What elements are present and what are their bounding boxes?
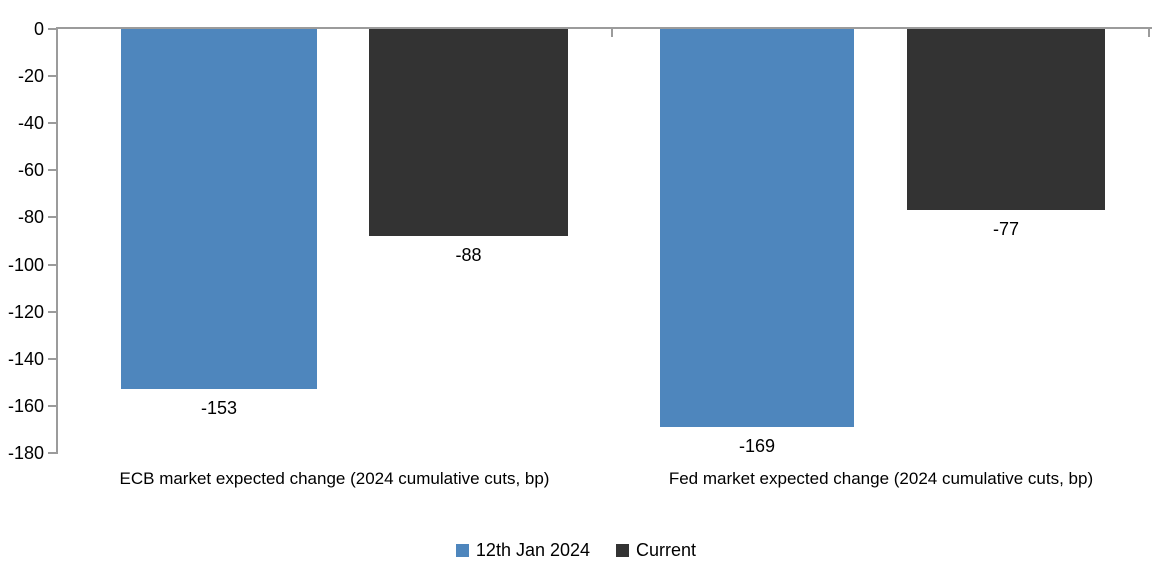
- legend-swatch-current: [616, 543, 630, 557]
- category-label: ECB market expected change (2024 cumulat…: [119, 469, 550, 488]
- value-axis-tick: [48, 122, 56, 125]
- category-axis-tick: [611, 29, 613, 37]
- value-axis-tick-label: 0: [33, 19, 44, 39]
- value-axis-tick-label: -60: [17, 160, 44, 181]
- value-axis-tick: [48, 310, 56, 313]
- value-axis-tick-label: -120: [7, 301, 44, 322]
- value-axis-tick-label: -100: [7, 254, 44, 275]
- value-axis-tick: [48, 404, 56, 407]
- value-axis-tick-label: -140: [7, 348, 44, 369]
- value-axis-tick: [48, 28, 56, 30]
- legend-swatch-12th-jan-2024: [455, 543, 469, 557]
- bar-series-0-category-1: [660, 29, 854, 428]
- value-axis-tick: [48, 452, 56, 454]
- value-axis-line: [56, 29, 58, 454]
- value-axis-tick: [48, 169, 56, 172]
- category-axis-line: [56, 27, 1152, 29]
- bar-data-label: -169: [738, 436, 776, 457]
- legend-item-12th-jan-2024: 12th Jan 2024: [455, 539, 591, 561]
- value-axis-tick-label: -160: [7, 395, 44, 416]
- bar-series-0-category-0: [121, 29, 317, 390]
- bar-series-1-category-1: [907, 29, 1105, 211]
- category-axis-tick: [1148, 29, 1150, 37]
- legend-item-current: Current: [616, 540, 696, 561]
- bar-data-label: -153: [200, 398, 238, 419]
- value-axis-tick-label: -80: [17, 207, 44, 228]
- value-axis-tick: [48, 357, 56, 360]
- bar-data-label: -88: [455, 245, 482, 266]
- value-axis-tick-label: -180: [7, 443, 44, 463]
- value-axis-tick: [48, 216, 56, 219]
- bar-data-label: -77: [992, 219, 1019, 240]
- value-axis-tick-label: -20: [17, 66, 44, 87]
- legend-label-current: Current: [636, 539, 697, 560]
- legend-label-12th-jan-2024: 12th Jan 2024: [475, 539, 591, 560]
- legend: 12th Jan 2024 Current: [0, 537, 1152, 563]
- value-axis-tick: [48, 75, 56, 78]
- value-axis-tick-label: -40: [17, 113, 44, 134]
- bar-series-1-category-0: [369, 29, 568, 237]
- category-label: Fed market expected change (2024 cumulat…: [668, 469, 1094, 488]
- value-axis-tick: [48, 263, 56, 266]
